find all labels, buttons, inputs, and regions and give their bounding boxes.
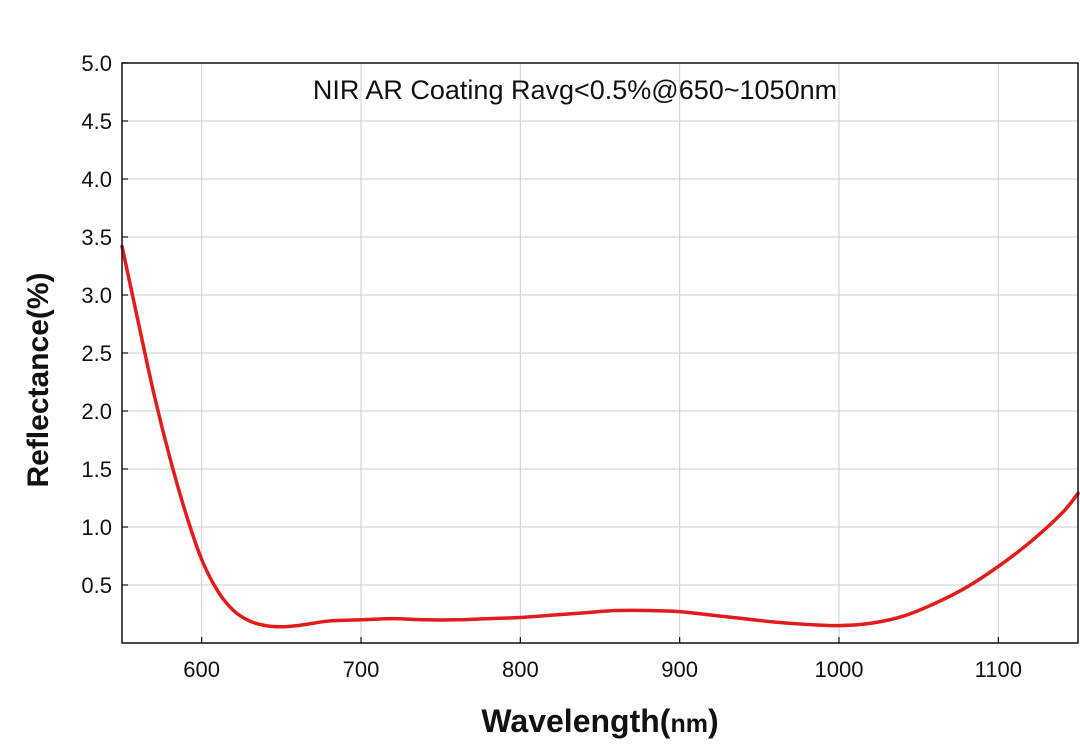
x-tick-label: 700 [343, 657, 380, 682]
x-axis-title-main: Wavelength( [481, 703, 670, 739]
y-tick-label: 4.5 [81, 109, 112, 134]
y-tick-label: 2.0 [81, 399, 112, 424]
reflectance-curve [120, 244, 1080, 629]
y-tick-label: 5.0 [81, 51, 112, 76]
y-tick-label: 1.0 [81, 515, 112, 540]
y-tick-label: 3.5 [81, 225, 112, 250]
x-tick-label: 800 [502, 657, 539, 682]
y-tick-label: 1.5 [81, 457, 112, 482]
chart-title: NIR AR Coating Ravg<0.5%@650~1050nm [313, 75, 837, 105]
y-tick-label: 4.0 [81, 167, 112, 192]
x-axis-title-unit: nm [670, 710, 708, 738]
y-tick-label: 0.5 [81, 573, 112, 598]
x-tick-label: 1100 [975, 657, 1022, 682]
y-tick-label: 3.0 [81, 283, 112, 308]
x-tick-label: 900 [661, 657, 698, 682]
series-layer [120, 244, 1080, 629]
y-tick-label: 2.5 [81, 341, 112, 366]
x-tick-label: 600 [183, 657, 220, 682]
tick-labels: 600 700 800 900 1000 1100 0.5 1.0 1.5 2.0 2.5 3.0 3.… [81, 51, 1022, 682]
y-axis-title: Reflectance(%) [22, 272, 55, 487]
x-axis-title: Wavelength(nm) [481, 703, 718, 739]
x-tick-label: 1000 [815, 657, 864, 682]
grid-lines [122, 62, 1078, 643]
x-axis-title-close: ) [708, 703, 719, 739]
